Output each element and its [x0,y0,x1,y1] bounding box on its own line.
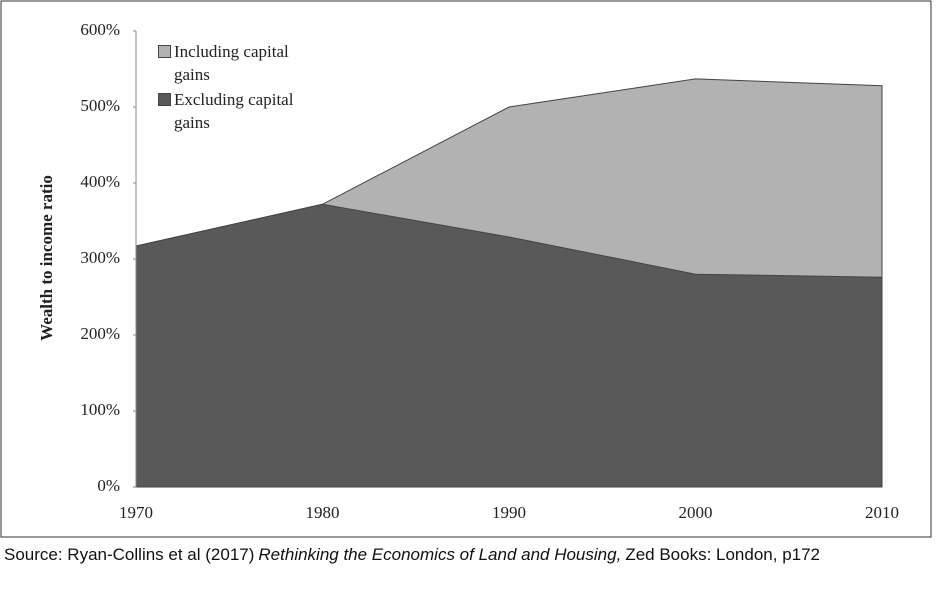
y-axis-label: Wealth to income ratio [37,175,56,341]
legend-label: Excluding capital gains [174,90,294,132]
chart-frame [0,0,932,538]
y-tick-label: 0% [97,476,120,495]
legend-item: Including capital gains [158,40,328,86]
chart: Wealth to income ratio 0% 100% 200% 300% 400… [0,0,932,538]
legend-label: Including capital gains [174,42,289,84]
x-tick-label: 1970 [119,503,153,522]
x-tick-label: 2000 [679,503,713,522]
area [135,203,883,488]
y-tick-label: 500% [80,96,120,115]
source-prefix: Source: Ryan-Collins et al (2017) [4,545,255,564]
y-tick-label: 100% [80,400,120,419]
legend: Including capital gains Excluding capital… [158,40,328,136]
y-tick-label: 200% [80,324,120,343]
legend-item: Excluding capital gains [158,88,328,134]
y-tick-label: 300% [80,248,120,267]
source-title: Rethinking the Economics of Land and Hou… [258,545,622,564]
y-tick-label: 600% [80,20,120,39]
y-tick-label: 400% [80,172,120,191]
source: Source: Ryan-Collins et al (2017) Rethink… [4,542,904,567]
x-tick-label: 1990 [492,503,526,522]
x-tick-label: 2010 [865,503,899,522]
legend-swatch [158,45,171,58]
legend-swatch [158,93,171,106]
source-suffix: Zed Books: London, p172 [625,545,821,564]
x-tick-label: 1980 [306,503,340,522]
